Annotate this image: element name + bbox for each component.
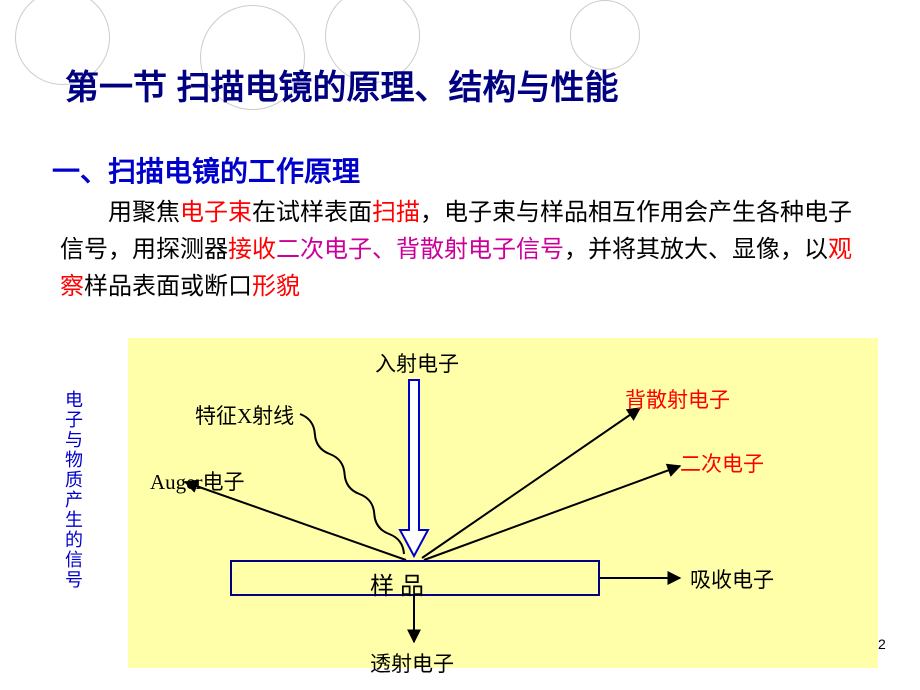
sample-label: 样 品 — [370, 566, 424, 601]
incident-arrow — [400, 380, 428, 556]
para-seg-7: ，并将其放大、显像，以 — [564, 237, 828, 263]
vertical-label-signals: 电子与物质产生的信号 — [60, 390, 86, 590]
page-number: 2 — [878, 636, 886, 652]
incident-electron-label: 入射电子 — [375, 348, 459, 378]
slide-title: 第一节 扫描电镜的原理、结构与性能 — [65, 60, 618, 109]
auger-label: Auger电子 — [150, 466, 244, 496]
interaction-diagram — [128, 338, 878, 668]
transmitted-label: 透射电子 — [370, 648, 454, 678]
xray-label: 特征X射线 — [195, 400, 294, 430]
para-seg-6: 二次电子、背散射电子信号 — [276, 237, 564, 263]
para-seg-5: 接收 — [228, 237, 276, 263]
absorbed-label: 吸收电子 — [690, 564, 774, 594]
para-seg-2: 在试样表面 — [252, 200, 372, 226]
para-seg-1: 电子束 — [180, 200, 252, 226]
para-seg-9: 样品表面或断口 — [84, 274, 252, 300]
secondary-line — [424, 466, 680, 560]
para-seg-3: 扫描 — [372, 200, 420, 226]
para-seg-0: 用聚焦 — [108, 200, 180, 226]
para-seg-10: 形貌 — [252, 274, 300, 300]
backscatter-label: 背散射电子 — [625, 384, 730, 414]
intro-paragraph: 用聚焦电子束在试样表面扫描，电子束与样品相互作用会产生各种电子信号，用探测器接收… — [60, 195, 870, 307]
secondary-label: 二次电子 — [680, 448, 764, 478]
xray-squiggle — [300, 414, 404, 554]
backscatter-line — [422, 408, 640, 558]
section-heading: 一、扫描电镜的工作原理 — [52, 150, 360, 190]
